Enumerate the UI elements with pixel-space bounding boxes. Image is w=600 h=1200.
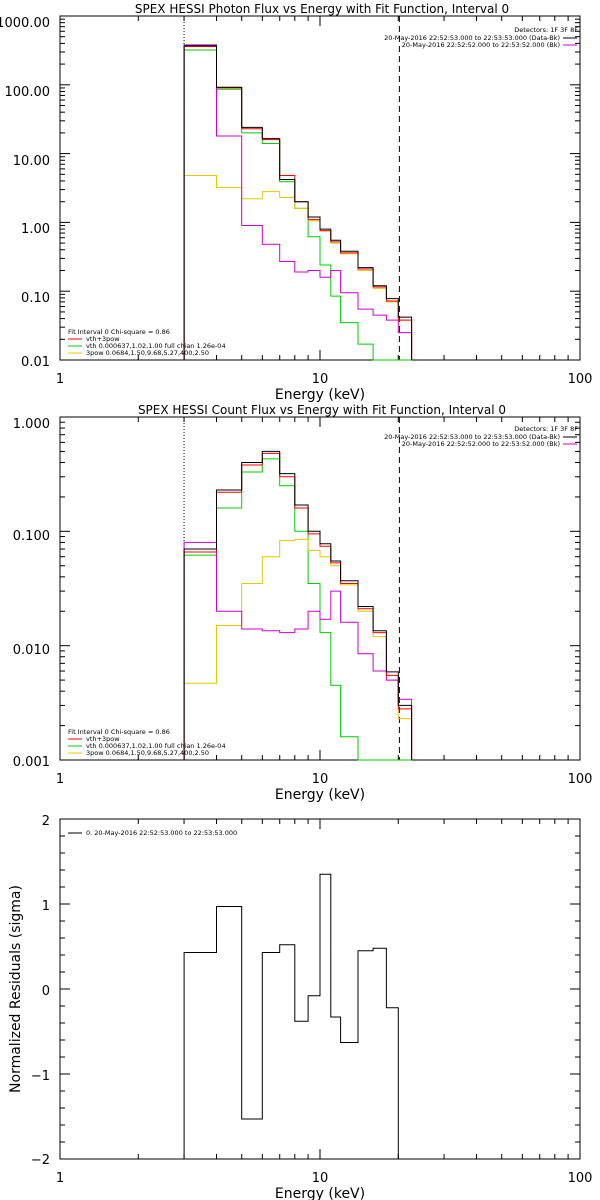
photon-x-tick-label: 100	[568, 372, 593, 387]
count-legend-data-bk: 20-May-2016 22:52:53.000 to 22:53:53.000…	[384, 433, 560, 441]
count-y-tick-label: 1.000	[13, 417, 50, 432]
photon-series-group	[183, 16, 413, 361]
count-legend-vth: vth 0.000637,1.02,1.00 full chian 1.26e-…	[86, 742, 226, 750]
photon-series-4	[183, 44, 413, 360]
count-x-tick-label: 10	[312, 772, 329, 787]
count-y-tick-label: 0.010	[13, 643, 50, 658]
residuals-y-tick-label: 2	[42, 814, 50, 829]
residuals-y-tick-label: 1	[42, 899, 50, 914]
count-fit-interval-label: Fit Interval 0 Chi-square = 0.86	[68, 728, 170, 736]
photon-legend-bk: 20-May-2016 22:52:52.000 to 22:53:52.000…	[402, 41, 560, 49]
count-series-0	[183, 450, 413, 760]
count-x-axis-label: Energy (keV)	[275, 787, 365, 803]
count-legend-bk: 20-May-2016 22:52:52.000 to 22:53:52.000…	[402, 440, 560, 448]
photon-y-tick-label: 0.10	[21, 291, 50, 306]
residuals-legend-label: 0. 20-May-2016 22:52:53.000 to 22:53:53.…	[86, 829, 237, 837]
residuals-x-tick-label: 100	[568, 1171, 593, 1186]
residuals-y-tick-label: −1	[31, 1069, 50, 1084]
photon-axis-ticks	[59, 15, 581, 361]
residuals-y-tick-label: 0	[42, 984, 50, 999]
residuals-axis-ticks	[59, 818, 581, 1160]
count-chart-title: SPEX HESSI Count Flux vs Energy with Fit…	[138, 403, 506, 417]
photon-legend-3pow: 3pow 0.0684,1.50,9.68,5.27,400,2.50	[86, 349, 209, 357]
photon-y-tick-label: 1.00	[21, 222, 50, 237]
residuals-x-axis-label: Energy (keV)	[275, 1186, 365, 1200]
photon-series-2	[183, 49, 412, 361]
photon-plot-frame	[59, 15, 581, 361]
count-legend-vth3pow: vth+3pow	[86, 735, 120, 743]
photon-legend-vth3pow: vth+3pow	[86, 335, 120, 343]
photon-y-tick-label: 100.00	[5, 85, 51, 100]
photon-legend-data-bk: 20-May-2016 22:52:53.000 to 22:53:53.000…	[384, 34, 560, 42]
photon-detectors-label: Detectors: 1F 3F 8F	[514, 26, 578, 34]
photon-x-axis-label: Energy (keV)	[275, 387, 365, 403]
count-series-4	[183, 541, 413, 760]
count-x-tick-label: 100	[568, 772, 593, 787]
count-x-tick-label: 1	[56, 772, 64, 787]
photon-x-tick-label: 1	[56, 372, 64, 387]
photon-x-tick-label: 10	[312, 372, 329, 387]
count-y-tick-label: 0.001	[13, 755, 50, 770]
photon-fit-interval-label: Fit Interval 0 Chi-square = 0.86	[68, 328, 170, 336]
residuals-series-group	[183, 873, 399, 1159]
residuals-x-tick-label: 10	[312, 1171, 329, 1186]
count-y-tick-label: 0.100	[13, 529, 50, 544]
residuals-series	[183, 873, 399, 1159]
count-legend-3pow: 3pow 0.0684,1.50,9.68,5.27,400,2.50	[86, 749, 209, 757]
count-axis-ticks	[59, 416, 581, 761]
count-series-2	[183, 458, 412, 761]
photon-y-tick-label: 10.00	[13, 154, 50, 169]
photon-y-tick-label: 1000.00	[0, 16, 50, 31]
count-detectors-label: Detectors: 1F 3F 8F	[514, 425, 578, 433]
photon-series-1	[183, 46, 413, 360]
residuals-x-tick-label: 1	[56, 1171, 64, 1186]
count-flux-panel: SPEX HESSI Count Flux vs Energy with Fit…	[13, 403, 593, 803]
photon-y-tick-label: 0.01	[21, 355, 50, 370]
residuals-y-tick-label: −2	[31, 1153, 50, 1168]
residuals-panel: 2 1 0 −1 −2 1 10 100 Energy (keV) Normal…	[8, 814, 592, 1200]
photon-series-0	[183, 45, 413, 360]
count-series-1	[183, 452, 413, 760]
residuals-y-axis-label: Normalized Residuals (sigma)	[8, 885, 24, 1093]
photon-flux-panel: SPEX HESSI Photon Flux vs Energy with Fi…	[0, 2, 592, 403]
count-series-3	[183, 538, 413, 760]
photon-legend-vth: vth 0.000637,1.02,1.00 full chian 1.26e-…	[86, 342, 226, 350]
photon-series-3	[183, 175, 413, 360]
count-series-group	[183, 417, 413, 761]
photon-chart-title: SPEX HESSI Photon Flux vs Energy with Fi…	[135, 2, 509, 16]
